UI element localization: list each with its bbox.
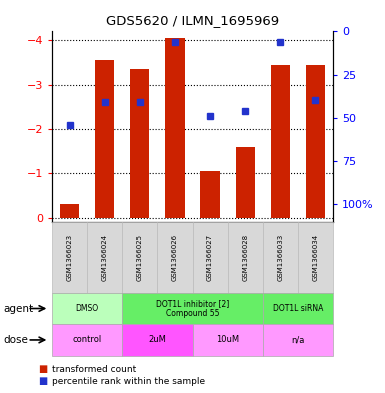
Text: GSM1366025: GSM1366025 — [137, 234, 143, 281]
Bar — [60, 204, 79, 218]
Text: DOT1L inhibitor [2]
Compound 55: DOT1L inhibitor [2] Compound 55 — [156, 299, 229, 318]
Bar — [95, 60, 114, 218]
Text: GSM1366034: GSM1366034 — [313, 234, 318, 281]
Bar — [165, 38, 184, 218]
Text: GSM1366024: GSM1366024 — [102, 234, 108, 281]
Text: GSM1366027: GSM1366027 — [207, 234, 213, 281]
Text: DMSO: DMSO — [75, 304, 99, 313]
Text: 10uM: 10uM — [216, 336, 239, 344]
Bar — [130, 69, 149, 218]
Bar — [236, 147, 255, 218]
Text: GDS5620 / ILMN_1695969: GDS5620 / ILMN_1695969 — [106, 14, 279, 27]
Text: dose: dose — [4, 335, 29, 345]
Text: agent: agent — [4, 303, 34, 314]
Text: GSM1366023: GSM1366023 — [67, 234, 72, 281]
Bar — [306, 65, 325, 218]
Text: DOT1L siRNA: DOT1L siRNA — [273, 304, 323, 313]
Text: ■: ■ — [38, 376, 48, 386]
Text: percentile rank within the sample: percentile rank within the sample — [52, 377, 205, 386]
Text: transformed count: transformed count — [52, 365, 136, 374]
Text: GSM1366033: GSM1366033 — [277, 234, 283, 281]
Text: 2uM: 2uM — [149, 336, 166, 344]
Text: GSM1366026: GSM1366026 — [172, 234, 178, 281]
Text: ■: ■ — [38, 364, 48, 375]
Text: GSM1366028: GSM1366028 — [242, 234, 248, 281]
Bar — [271, 65, 290, 218]
Bar — [201, 171, 220, 218]
Text: n/a: n/a — [291, 336, 305, 344]
Text: control: control — [72, 336, 102, 344]
